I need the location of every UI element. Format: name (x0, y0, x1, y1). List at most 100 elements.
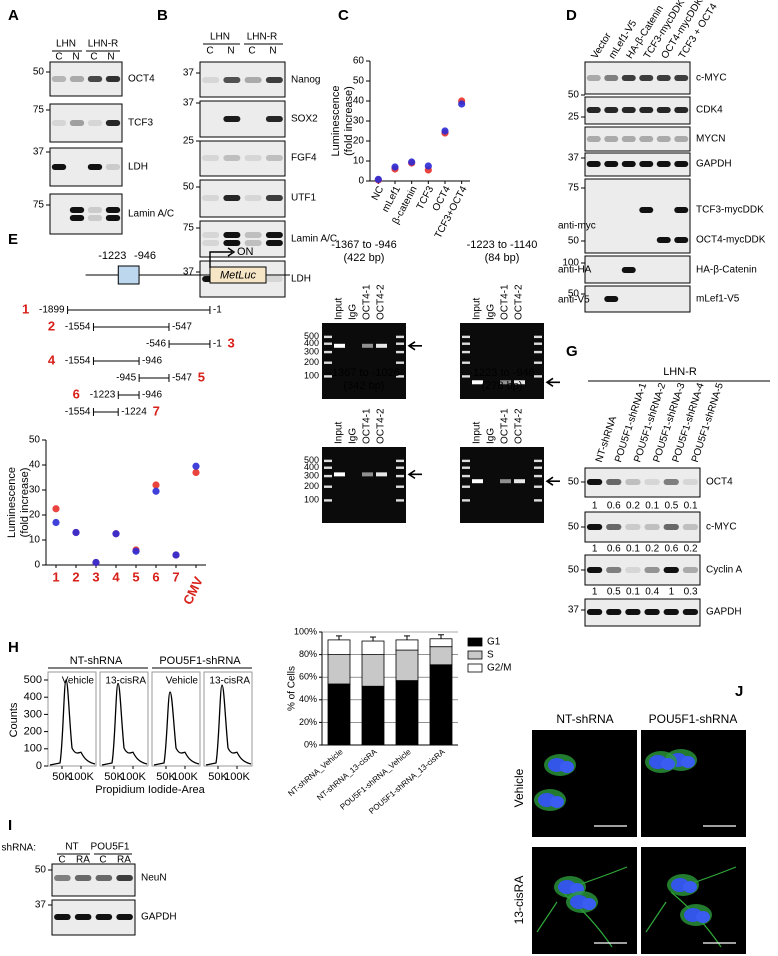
band (202, 240, 220, 246)
band (265, 240, 283, 246)
lane-label: OCT4-2 (514, 408, 525, 444)
nucleus (683, 881, 697, 893)
band (69, 215, 85, 221)
lane-label: OCT4-1 (362, 284, 373, 320)
lane-label: RA (117, 855, 131, 866)
band (606, 609, 622, 615)
legend-swatch (467, 637, 483, 647)
y-axis-label: Luminescence (330, 86, 342, 157)
lane-label: IgG (486, 428, 497, 444)
construct-end: -1 (213, 339, 222, 350)
gel (322, 323, 406, 399)
blot-label: TCF3 (128, 118, 153, 129)
blot-label: CDK4 (696, 105, 723, 116)
ladder-band (324, 375, 332, 378)
construct-start: -1223 (90, 390, 116, 401)
blot-label: OCT4-mycDDK (696, 235, 766, 246)
lane-label: Input (472, 298, 483, 320)
micrograph (641, 847, 746, 954)
ladder-label: 200 (304, 481, 319, 491)
ladder-band (324, 474, 332, 478)
pcr-band (334, 343, 345, 348)
construct-number: 3 (228, 335, 235, 350)
band (644, 479, 660, 485)
mw-marker: 37 (183, 68, 195, 79)
band (656, 136, 671, 142)
mw-marker: 37 (33, 147, 45, 158)
ladder-band (396, 350, 404, 354)
row-title: Vehicle (512, 768, 526, 807)
y-tick-label: 500 (24, 674, 42, 686)
band (674, 75, 689, 81)
band (586, 479, 603, 485)
gel-title: -1223 to -1140 (467, 239, 538, 251)
construct-start: -1554 (65, 322, 91, 333)
quant-value: 0.1 (684, 501, 698, 512)
x-tick-label: 100K (120, 771, 146, 783)
x-tick-label: NT-shRNA_13-cisRA (315, 747, 379, 803)
band (69, 207, 85, 213)
mw-marker: 100 (562, 258, 579, 269)
blot-frame (199, 140, 286, 177)
oct-site (117, 265, 140, 285)
pcr-band (376, 343, 387, 348)
panel-letter: I (8, 817, 12, 834)
pcr-band (334, 472, 345, 477)
band (621, 75, 636, 81)
blot-frame (584, 178, 691, 254)
y-axis-label: Counts (8, 702, 20, 737)
gel-subtitle: (278 bp) (482, 380, 523, 392)
nucleus (696, 911, 710, 923)
y-tick-label: 0% (304, 739, 317, 749)
construct-end: -547 (172, 322, 192, 333)
band (644, 609, 660, 615)
band (604, 136, 619, 142)
column-title: POU5F1-shRNA (649, 712, 738, 726)
mw-marker: 75 (33, 200, 45, 211)
ladder-band (462, 350, 470, 354)
construct-number: 5 (198, 369, 205, 384)
mw-marker: 37 (183, 98, 195, 109)
construct-end: -1 (213, 305, 222, 316)
lane-label: C (99, 855, 106, 866)
band (223, 77, 241, 83)
y-tick-label: 10 (29, 535, 41, 546)
antibody-label: anti-HA (558, 265, 592, 276)
mw-marker: 37 (183, 267, 195, 278)
band (265, 155, 283, 161)
band (223, 116, 241, 122)
y-tick-label: 0 (34, 560, 40, 571)
histogram-curve (153, 691, 200, 766)
quant-value: 0.1 (626, 587, 640, 598)
panel-letter: A (8, 7, 19, 24)
panel-letter: J (735, 683, 743, 700)
blot-label: GAPDH (696, 159, 732, 170)
lane-label: Input (334, 298, 345, 320)
bar-segment (429, 638, 453, 648)
band (606, 479, 622, 485)
mw-marker: 50 (183, 182, 195, 193)
band (663, 567, 679, 573)
histogram-curve (101, 682, 148, 766)
ladder-band (324, 335, 332, 339)
x-tick-label: 100K (172, 771, 198, 783)
quant-value: 0.4 (645, 587, 659, 598)
blot-label: NeuN (141, 873, 167, 884)
x-tick-label: CMV (180, 574, 206, 607)
y-tick-label: 30 (29, 485, 41, 496)
band (69, 76, 85, 82)
ladder-band (396, 474, 404, 478)
band (586, 161, 601, 167)
lane-label: OCT4-2 (514, 284, 525, 320)
lane-label: C (55, 52, 62, 63)
blot-label: FGF4 (291, 153, 317, 164)
mw-marker: 50 (568, 477, 580, 488)
band (202, 77, 220, 83)
pcr-band (362, 472, 373, 477)
ladder-band (396, 466, 404, 469)
ladder-band (462, 361, 470, 364)
data-point (374, 175, 382, 183)
ladder-band (324, 499, 332, 502)
data-point (92, 558, 100, 567)
band (656, 75, 671, 81)
